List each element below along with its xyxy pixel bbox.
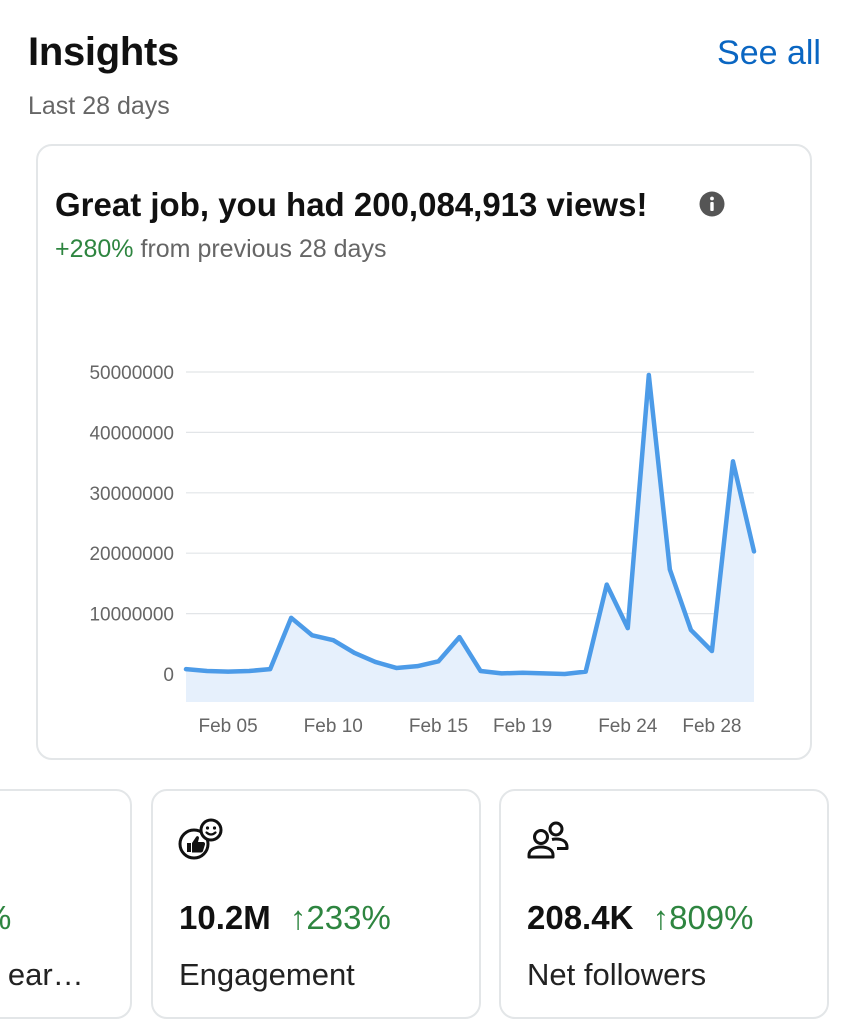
metric-label: Engagement [179,957,355,992]
x-tick-label: Feb 05 [198,716,257,737]
views-chart: 50000000 40000000 30000000 20000000 10000000… [89,363,757,737]
data-point [730,459,735,464]
views-card[interactable]: Great job, you had 200,084,913 views! +2… [36,144,812,760]
data-point [268,667,273,672]
x-axis-ticks: Feb 05 Feb 10 Feb 15 Feb 19 Feb 24 Feb 28 [198,716,741,737]
data-point [289,615,294,620]
data-point [520,670,525,675]
page-title: Insights [28,30,179,74]
y-tick-label: 20000000 [89,544,174,565]
y-tick-label: 10000000 [89,605,174,626]
data-point [310,633,315,638]
data-point [688,627,693,632]
data-point [604,582,609,587]
y-axis-ticks: 50000000 40000000 30000000 20000000 10000000… [89,363,174,686]
followers-icon [527,821,569,859]
data-point [394,665,399,670]
chart-series [183,372,757,702]
x-tick-label: Feb 19 [493,716,552,737]
data-point [583,669,588,674]
engagement-icon [178,818,223,860]
page-subtitle: Last 28 days [28,92,170,120]
metric-card-earnings[interactable]: % e ear… [0,789,132,1019]
data-point [436,659,441,664]
data-point [415,664,420,669]
data-point [478,668,483,673]
x-tick-label: Feb 28 [682,716,741,737]
data-point [709,649,714,654]
info-icon[interactable] [699,191,725,217]
data-point [499,671,504,676]
y-tick-label: 50000000 [89,363,174,384]
metric-change: ↑809% [652,899,754,936]
views-change-pct: +280% [55,235,134,263]
metric-label: e ear… [0,957,84,992]
metric-change-value: 233% [306,899,391,936]
series-area [186,375,754,702]
metric-card-engagement[interactable]: 10.2M ↑233% Engagement [151,789,481,1019]
views-change-text: from previous 28 days [140,235,387,263]
data-point [331,638,336,643]
metric-value: 10.2M [179,899,271,936]
data-point [457,635,462,640]
data-point [247,668,252,673]
views-headline: Great job, you had 200,084,913 views! [55,186,648,223]
x-tick-label: Feb 15 [409,716,468,737]
data-point [352,650,357,655]
y-tick-label: 40000000 [89,423,174,444]
series-line [183,372,757,677]
metric-label: Net followers [527,957,707,992]
data-point [541,671,546,676]
data-point [184,667,188,672]
metric-value: 208.4K [527,899,634,936]
data-point [562,672,567,676]
data-point [226,669,231,674]
y-tick-label: 0 [163,665,174,686]
data-point [373,659,378,664]
x-tick-label: Feb 10 [304,716,363,737]
data-point [667,567,672,572]
data-point [625,626,630,631]
metric-card-followers[interactable]: 208.4K ↑809% Net followers [499,789,829,1019]
views-comparison: +280% from previous 28 days [55,235,386,264]
metric-change: ↑233% [289,899,391,936]
metric-change: % [0,899,11,936]
x-tick-label: Feb 24 [598,716,658,737]
metric-change-value: 809% [669,899,754,936]
data-point [752,549,756,554]
see-all-link[interactable]: See all [717,34,821,72]
y-tick-label: 30000000 [89,484,174,505]
data-point [205,668,210,673]
data-point [646,373,651,378]
